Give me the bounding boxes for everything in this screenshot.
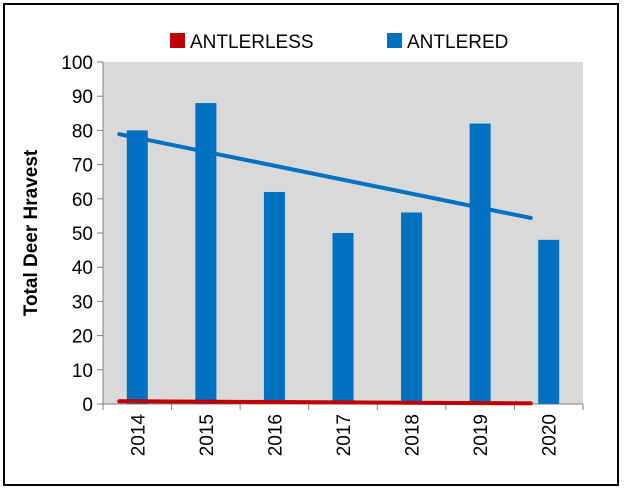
y-axis-label: Total Deer Hravest (21, 149, 42, 316)
y-tick-label: 100 (61, 53, 93, 74)
y-axis: 0 10 20 30 40 50 60 70 80 90 100 (61, 53, 104, 416)
legend-swatch-antlerless (170, 33, 185, 48)
y-tick-label: 60 (72, 190, 93, 211)
y-tick-label: 50 (72, 224, 93, 245)
legend-label-antlerless: ANTLERLESS (190, 32, 314, 53)
y-tick-label: 80 (72, 121, 93, 142)
bar-antlered-2019 (469, 123, 491, 404)
bars (126, 103, 560, 404)
x-tick-label: 2019 (471, 414, 492, 456)
x-tick-label: 2017 (334, 414, 355, 456)
bar-antlered-2016 (263, 191, 285, 404)
y-tick-label: 20 (72, 327, 93, 348)
legend-swatch-antlered (387, 33, 402, 48)
bar-antlered-2015 (195, 103, 217, 404)
y-tick-label: 70 (72, 156, 93, 177)
y-tick-label: 90 (72, 87, 93, 108)
x-tick-label: 2018 (403, 414, 424, 456)
y-tick-label: 40 (72, 258, 93, 279)
bar-antlered-2017 (332, 233, 354, 404)
bar-antlered-2014 (126, 130, 148, 404)
x-tick-label: 2014 (128, 414, 149, 457)
legend: ANTLERLESS ANTLERED (170, 32, 508, 53)
y-tick-label: 30 (72, 292, 93, 313)
bar-antlered-2020 (538, 239, 560, 404)
y-tick-label: 10 (72, 361, 93, 382)
y-tick-label: 0 (82, 395, 93, 416)
x-tick-label: 2015 (197, 414, 218, 456)
x-tick-label: 2020 (540, 414, 561, 456)
x-tick-label: 2016 (265, 414, 286, 456)
trendline-antlered (117, 132, 533, 220)
bar-antlered-2018 (401, 212, 423, 404)
legend-label-antlered: ANTLERED (407, 32, 508, 53)
trendline-antlerless (117, 399, 533, 406)
trendlines (117, 132, 533, 406)
x-axis: 2014 2015 2016 2017 2018 2019 2020 (102, 403, 584, 457)
